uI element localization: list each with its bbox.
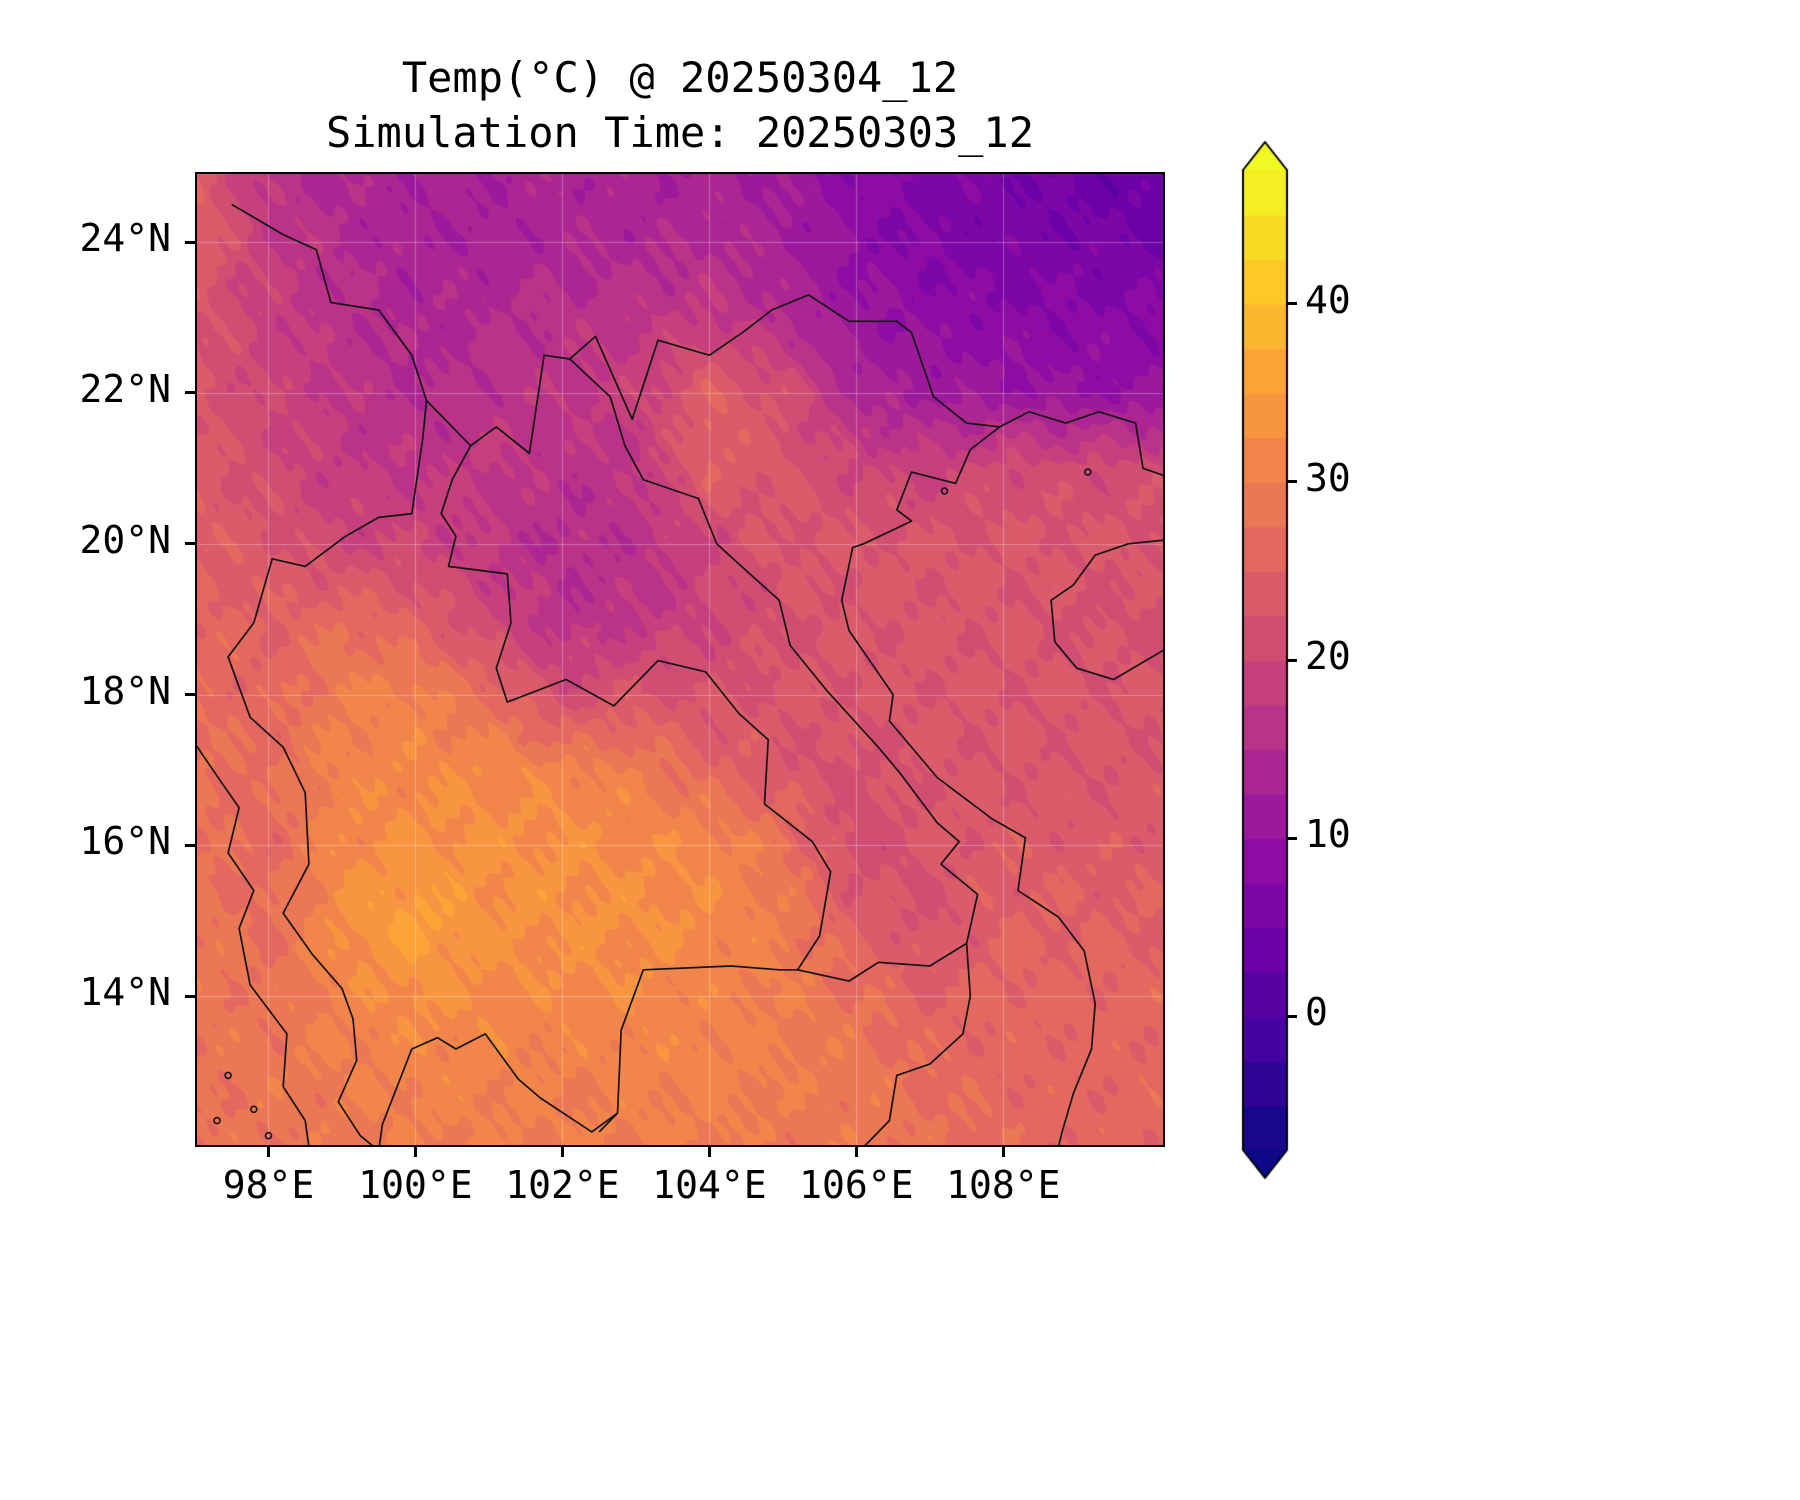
y-tick-mark <box>185 843 195 847</box>
x-tick-mark <box>266 1147 270 1157</box>
island-outline <box>940 487 949 495</box>
coastline <box>999 410 1165 477</box>
map-borders-overlay <box>195 172 1165 1147</box>
chart-title: Temp(°C) @ 20250304_12 Simulation Time: … <box>195 50 1165 161</box>
coastline <box>1050 539 1165 681</box>
island-outline <box>249 1105 258 1114</box>
country-border-line <box>797 942 968 982</box>
y-tick-label: 20°N <box>79 517 171 562</box>
island-outline <box>213 1116 221 1125</box>
colorbar-tick-label: 30 <box>1305 455 1351 500</box>
colorbar-tick-label: 10 <box>1305 812 1351 857</box>
colorbar-tick-label: 0 <box>1305 990 1328 1035</box>
y-tick-mark <box>185 391 195 395</box>
country-border-line <box>863 943 972 1147</box>
colorbar-tick-label: 40 <box>1305 277 1351 322</box>
island-outline <box>224 1071 232 1080</box>
x-tick-mark <box>854 1147 858 1157</box>
x-tick-mark <box>560 1147 564 1157</box>
country-border-line <box>231 203 1000 455</box>
colorbar-tick-mark <box>1287 1014 1297 1018</box>
x-tick-mark <box>707 1147 711 1157</box>
island-outline <box>1083 468 1092 476</box>
y-tick-label: 24°N <box>79 216 171 261</box>
x-tick-label: 98°E <box>222 1163 315 1207</box>
x-tick-mark <box>1001 1147 1005 1157</box>
x-tick-mark <box>413 1147 417 1157</box>
y-tick-label: 16°N <box>79 819 171 864</box>
y-tick-mark <box>185 240 195 244</box>
coastline <box>195 743 310 1147</box>
y-tick-label: 18°N <box>79 668 171 713</box>
coastline <box>378 1033 619 1147</box>
island-outline <box>264 1131 273 1140</box>
y-tick-mark <box>185 994 195 998</box>
colorbar-tick-mark <box>1287 836 1297 840</box>
y-tick-label: 22°N <box>79 366 171 411</box>
country-border-line <box>569 358 979 944</box>
y-tick-label: 14°N <box>79 970 171 1015</box>
coastline <box>840 426 1097 1147</box>
temperature-field-canvas <box>195 172 1165 1147</box>
y-tick-mark <box>185 693 195 697</box>
x-tick-label: 106°E <box>799 1163 914 1207</box>
axes-frame <box>195 172 1165 1147</box>
colorbar-tick-mark <box>1287 480 1297 484</box>
country-border-line <box>598 965 798 1133</box>
country-border-line <box>440 445 832 971</box>
x-tick-label: 102°E <box>505 1163 620 1207</box>
colorbar-canvas <box>1239 138 1291 1182</box>
country-border-line <box>227 400 428 1147</box>
x-tick-label: 104°E <box>652 1163 767 1207</box>
colorbar-tick-label: 20 <box>1305 634 1351 678</box>
colorbar-tick-mark <box>1287 658 1297 662</box>
x-tick-label: 108°E <box>946 1163 1061 1207</box>
title-line-1: Temp(°C) @ 20250304_12 <box>401 53 959 102</box>
title-line-2: Simulation Time: 20250303_12 <box>325 108 1034 158</box>
x-tick-label: 100°E <box>358 1163 473 1207</box>
y-tick-mark <box>185 542 195 546</box>
colorbar-tick-mark <box>1287 302 1297 306</box>
